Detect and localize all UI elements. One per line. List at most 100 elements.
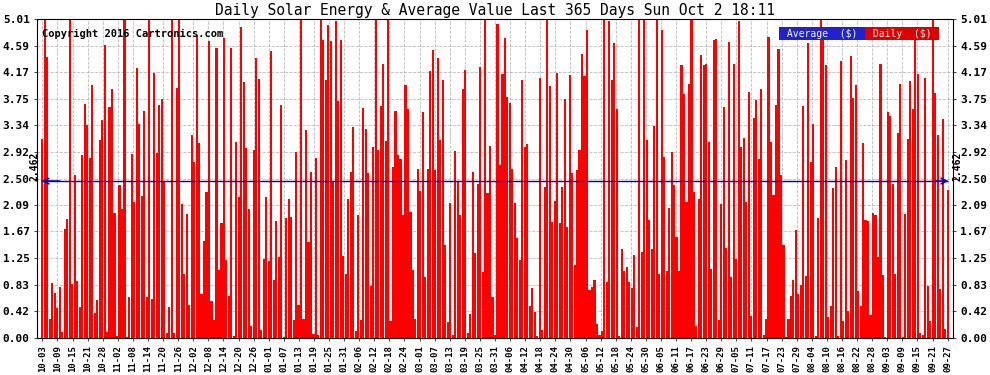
Bar <box>690 19 693 338</box>
Bar <box>126 337 128 338</box>
Bar <box>362 108 364 338</box>
Bar <box>94 313 96 338</box>
Bar <box>501 74 504 338</box>
Bar <box>805 276 807 338</box>
Bar <box>874 214 876 338</box>
Bar <box>797 294 800 338</box>
Bar <box>817 218 820 338</box>
Bar <box>300 19 302 338</box>
Bar <box>101 120 103 338</box>
Bar <box>287 199 290 338</box>
Bar <box>445 245 446 338</box>
Bar <box>252 150 254 338</box>
Bar <box>944 328 946 338</box>
Bar <box>81 154 83 338</box>
Bar <box>295 152 297 338</box>
Bar <box>745 202 747 338</box>
Bar <box>91 84 93 338</box>
Bar <box>907 138 909 338</box>
Bar <box>726 248 728 338</box>
Bar <box>603 19 606 338</box>
Bar <box>668 209 670 338</box>
Bar <box>747 92 749 338</box>
Bar <box>382 64 384 338</box>
Bar <box>275 221 277 338</box>
Bar <box>349 172 351 338</box>
Bar <box>270 51 272 338</box>
Bar <box>544 187 545 338</box>
Bar <box>141 196 143 338</box>
Bar <box>78 307 81 338</box>
Bar <box>705 64 708 338</box>
Bar <box>257 79 259 338</box>
Bar <box>583 76 585 338</box>
Bar <box>109 107 111 338</box>
Bar <box>325 80 327 338</box>
Bar <box>537 336 539 338</box>
Bar <box>496 24 499 338</box>
Bar <box>882 274 884 338</box>
Bar <box>925 78 927 338</box>
Bar <box>345 274 346 338</box>
Bar <box>849 56 851 338</box>
Bar <box>499 165 501 338</box>
Bar <box>44 19 46 338</box>
Bar <box>593 280 596 338</box>
Bar <box>357 216 359 338</box>
Bar <box>160 99 162 338</box>
Bar <box>206 192 208 338</box>
Bar <box>695 326 698 338</box>
Bar <box>442 80 444 338</box>
Bar <box>703 65 705 338</box>
Bar <box>598 334 601 338</box>
Bar <box>195 35 198 338</box>
Bar <box>852 98 854 338</box>
Bar <box>185 213 188 338</box>
Bar <box>305 130 307 338</box>
Bar <box>854 84 856 338</box>
Bar <box>810 162 812 338</box>
Bar <box>772 195 774 338</box>
Bar <box>308 242 310 338</box>
Bar <box>616 110 618 338</box>
Bar <box>844 160 846 338</box>
Bar <box>56 308 58 338</box>
Bar <box>504 38 506 338</box>
Bar <box>63 229 65 338</box>
Bar <box>449 203 451 338</box>
Bar <box>825 65 827 338</box>
Bar <box>328 26 330 338</box>
Bar <box>354 330 356 338</box>
Bar <box>292 320 295 338</box>
Bar <box>158 105 160 338</box>
Bar <box>323 40 325 338</box>
Bar <box>775 105 777 338</box>
Bar <box>168 308 170 338</box>
Bar <box>524 147 526 338</box>
Bar <box>927 286 929 338</box>
Bar <box>750 316 752 338</box>
Bar <box>131 154 133 338</box>
Bar <box>282 336 285 338</box>
Bar <box>104 45 106 338</box>
Bar <box>265 196 267 338</box>
Bar <box>198 142 200 338</box>
Bar <box>840 61 842 338</box>
Bar <box>660 30 662 338</box>
Bar <box>561 187 563 338</box>
Bar <box>170 19 173 338</box>
Bar <box>364 129 366 338</box>
Bar <box>742 138 744 338</box>
Bar <box>670 152 672 338</box>
Bar <box>685 202 687 338</box>
Bar <box>49 319 50 338</box>
Bar <box>139 124 141 338</box>
Bar <box>708 142 710 338</box>
Bar <box>527 144 529 338</box>
Bar <box>919 333 922 338</box>
Bar <box>116 336 118 338</box>
Bar <box>833 188 835 338</box>
Bar <box>359 320 361 338</box>
Text: Copyright 2016 Cartronics.com: Copyright 2016 Cartronics.com <box>42 28 223 39</box>
Bar <box>634 255 636 338</box>
